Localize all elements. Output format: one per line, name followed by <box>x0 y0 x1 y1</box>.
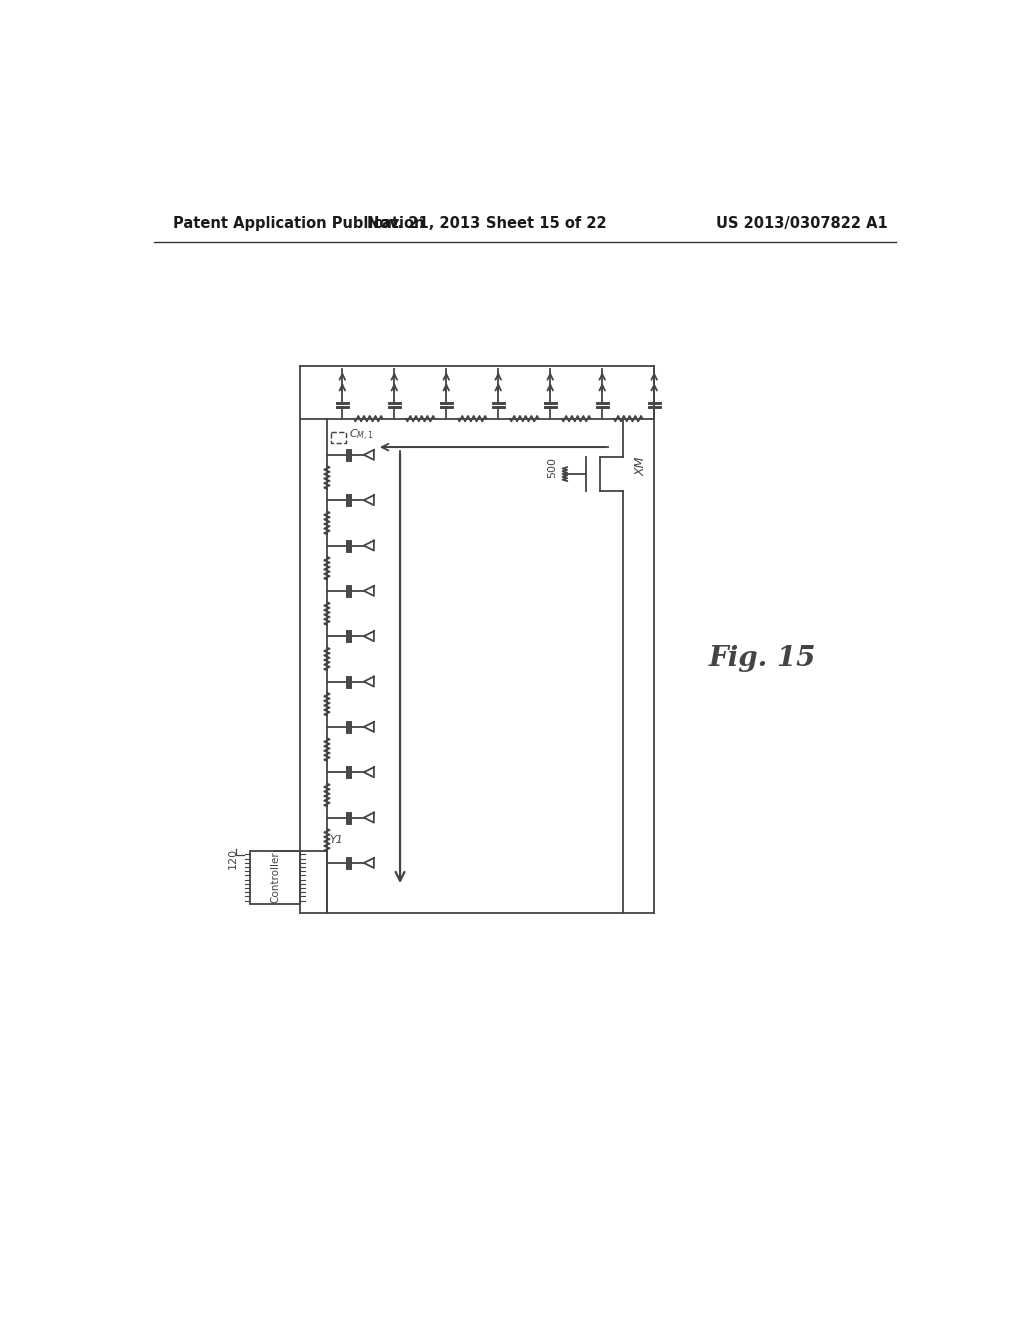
Text: 120: 120 <box>228 847 238 869</box>
Text: XM: XM <box>635 457 648 477</box>
Text: $C_{M,1}$: $C_{M,1}$ <box>349 428 374 444</box>
Text: Controller: Controller <box>270 851 280 903</box>
Text: Patent Application Publication: Patent Application Publication <box>173 216 424 231</box>
Text: Fig. 15: Fig. 15 <box>709 645 816 672</box>
Text: Nov. 21, 2013: Nov. 21, 2013 <box>367 216 480 231</box>
Text: Y1: Y1 <box>330 836 343 845</box>
Text: US 2013/0307822 A1: US 2013/0307822 A1 <box>716 216 888 231</box>
Bar <box>250 851 300 904</box>
Text: Sheet 15 of 22: Sheet 15 of 22 <box>486 216 606 231</box>
Text: 500: 500 <box>547 458 557 478</box>
